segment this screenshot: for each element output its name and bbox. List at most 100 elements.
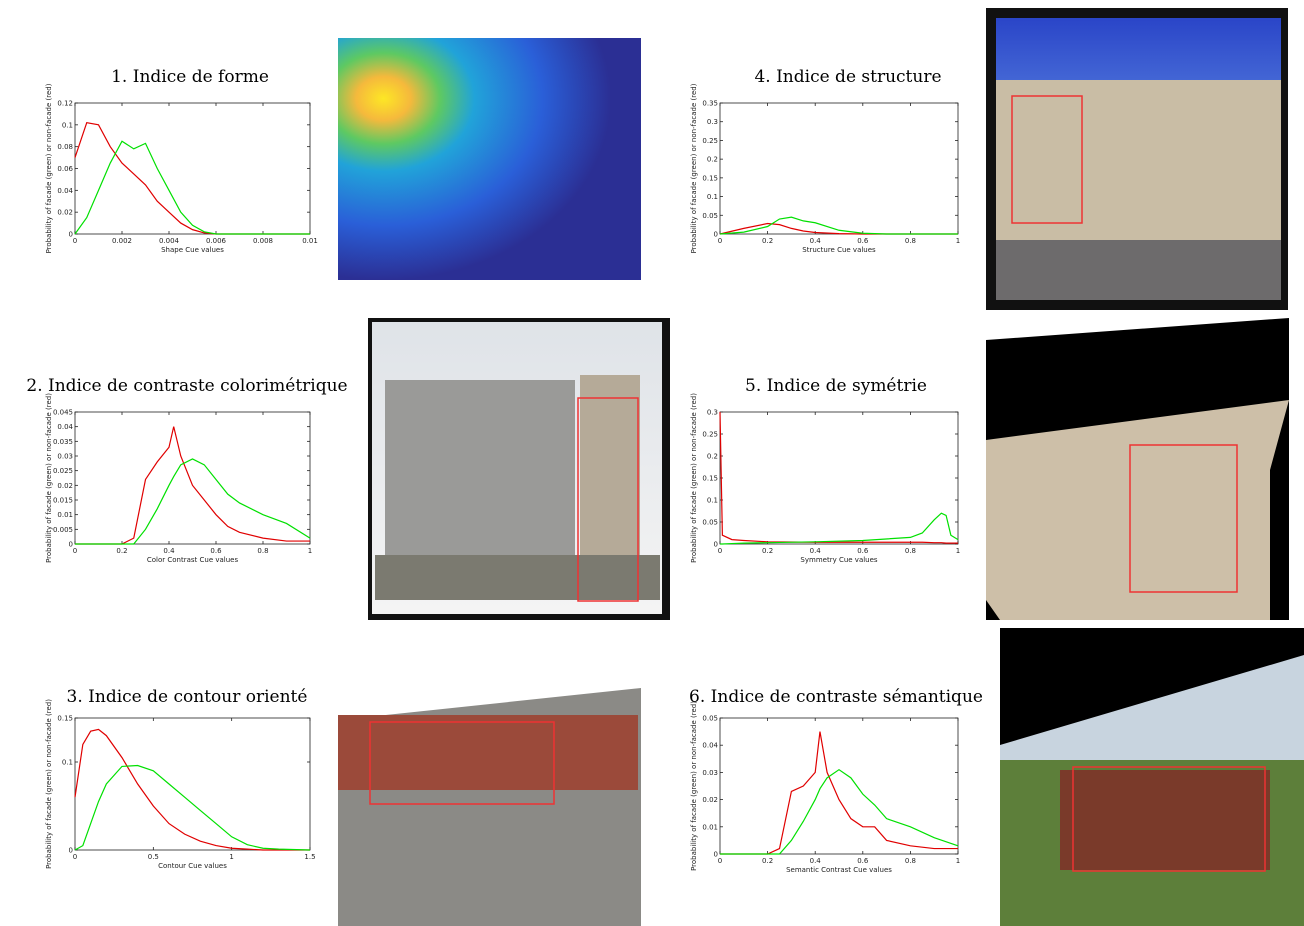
x-tick-label: 0.4 — [163, 547, 175, 555]
y-tick-label: 0 — [714, 231, 718, 239]
x-tick-label: 0.2 — [762, 547, 773, 555]
y-tick-label: 0.3 — [707, 409, 718, 417]
axes-box — [74, 102, 311, 235]
x-tick-label: 0.8 — [257, 547, 268, 555]
line-series — [74, 121, 310, 235]
x-tick-label: 0.008 — [253, 237, 273, 245]
line-series — [74, 140, 310, 235]
chart-title: 6. Indice de contraste sémantique — [689, 687, 983, 707]
line-series — [719, 411, 958, 544]
y-tick-label: 0 — [714, 541, 718, 549]
y-tick-label: 0.15 — [702, 174, 718, 182]
x-axis-label: Symmetry Cue values — [800, 556, 877, 564]
photo-building-6 — [1000, 628, 1304, 926]
x-tick-label: 0 — [718, 237, 722, 245]
x-tick-label: 1 — [956, 547, 960, 555]
y-axis-label: Probability of facade (green) or non-fac… — [690, 83, 698, 253]
x-tick-label: 0 — [718, 857, 722, 865]
photo-building-4 — [986, 8, 1288, 310]
y-tick-label: 0.03 — [702, 769, 718, 777]
x-tick-label: 1 — [308, 547, 312, 555]
axes-box — [74, 717, 311, 851]
x-tick-label: 0.6 — [857, 857, 869, 865]
chart: 4. Indice de structure 0 0.2 0.4 0.6 0.8 1 0 0.0… — [690, 67, 960, 254]
line-series — [75, 458, 311, 545]
y-tick-label: 0.08 — [57, 143, 73, 151]
y-tick-label: 0.1 — [62, 759, 73, 767]
x-tick-label: 0.4 — [810, 237, 822, 245]
y-tick-label: 0.2 — [707, 156, 718, 164]
line-series — [720, 768, 959, 855]
y-tick-label: 0 — [69, 847, 73, 855]
y-axis-label: Probability of facade (green) or non-fac… — [45, 83, 53, 253]
y-tick-label: 0.045 — [53, 409, 73, 417]
x-tick-label: 0.8 — [905, 547, 916, 555]
y-tick-label: 0.35 — [702, 100, 718, 108]
x-tick-label: 1 — [229, 853, 233, 861]
x-axis-label: Semantic Contrast Cue values — [786, 866, 892, 874]
x-tick-label: 1 — [956, 237, 960, 245]
x-tick-label: 0.6 — [210, 547, 222, 555]
y-tick-label: 0 — [69, 541, 73, 549]
y-tick-label: 0.015 — [53, 497, 73, 505]
axes-box — [719, 102, 959, 235]
chart-title: 4. Indice de structure — [754, 67, 941, 87]
y-tick-label: 0.005 — [53, 526, 73, 534]
y-tick-label: 0.12 — [57, 100, 73, 108]
y-tick-label: 0 — [714, 851, 718, 859]
line-series — [74, 764, 311, 851]
photo-building-2 — [368, 318, 670, 620]
y-tick-label: 0.1 — [62, 121, 73, 129]
line-series — [719, 216, 958, 235]
y-axis-label: Probability of facade (green) or non-fac… — [690, 393, 698, 563]
x-tick-label: 0.2 — [762, 857, 773, 865]
x-axis-label: Color Contrast Cue values — [147, 556, 239, 564]
heatmap-image — [338, 38, 641, 280]
x-tick-label: 0.2 — [116, 547, 127, 555]
photo-building-5 — [986, 318, 1289, 620]
y-tick-label: 0.025 — [53, 467, 73, 475]
y-tick-label: 0.05 — [702, 212, 718, 220]
chart-title: 5. Indice de symétrie — [745, 376, 927, 396]
y-tick-label: 0.06 — [57, 165, 73, 173]
x-tick-label: 0.002 — [112, 237, 132, 245]
axes-box — [719, 717, 959, 855]
x-tick-label: 0 — [73, 853, 77, 861]
x-tick-label: 0.8 — [905, 857, 916, 865]
line-series — [720, 731, 958, 855]
line-series — [74, 728, 310, 851]
chart: 1. Indice de forme 0 0.002 0.004 0.006 0.008 0… — [45, 67, 318, 254]
y-tick-label: 0.3 — [707, 118, 718, 126]
x-tick-label: 0.6 — [857, 237, 869, 245]
chart-title: 1. Indice de forme — [111, 67, 269, 87]
x-tick-label: 0 — [73, 547, 77, 555]
y-tick-label: 0.04 — [702, 742, 718, 750]
y-tick-label: 0.04 — [57, 187, 73, 195]
y-tick-label: 0.15 — [57, 715, 73, 723]
chart: 5. Indice de symétrie 0 0.2 0.4 0.6 0.8 1 0 0.05… — [690, 376, 960, 564]
axes-box — [719, 411, 959, 545]
y-tick-label: 0.035 — [53, 438, 73, 446]
chart: 6. Indice de contraste sémantique 0 0.2 0.4… — [689, 687, 983, 874]
y-tick-label: 0.25 — [702, 431, 718, 439]
line-series — [720, 512, 959, 545]
y-tick-label: 0 — [69, 231, 73, 239]
axes-box — [74, 411, 311, 545]
x-tick-label: 0.004 — [159, 237, 180, 245]
x-tick-label: 0.2 — [762, 237, 773, 245]
x-tick-label: 0 — [718, 547, 722, 555]
y-tick-label: 0.02 — [57, 209, 73, 217]
y-tick-label: 0.05 — [702, 519, 718, 527]
y-tick-label: 0.2 — [707, 453, 718, 461]
chart: 3. Indice de contour orienté 0 0.5 1 1.5 0 0.1… — [45, 687, 316, 870]
y-tick-label: 0.1 — [707, 497, 718, 505]
x-tick-label: 0.4 — [810, 547, 822, 555]
x-axis-label: Shape Cue values — [161, 246, 224, 254]
photo-building-3 — [338, 628, 641, 926]
y-tick-label: 0.25 — [702, 137, 718, 145]
x-tick-label: 1 — [956, 857, 960, 865]
chart-title: 3. Indice de contour orienté — [67, 687, 308, 707]
x-tick-label: 0.6 — [857, 547, 869, 555]
line-series — [75, 426, 310, 545]
